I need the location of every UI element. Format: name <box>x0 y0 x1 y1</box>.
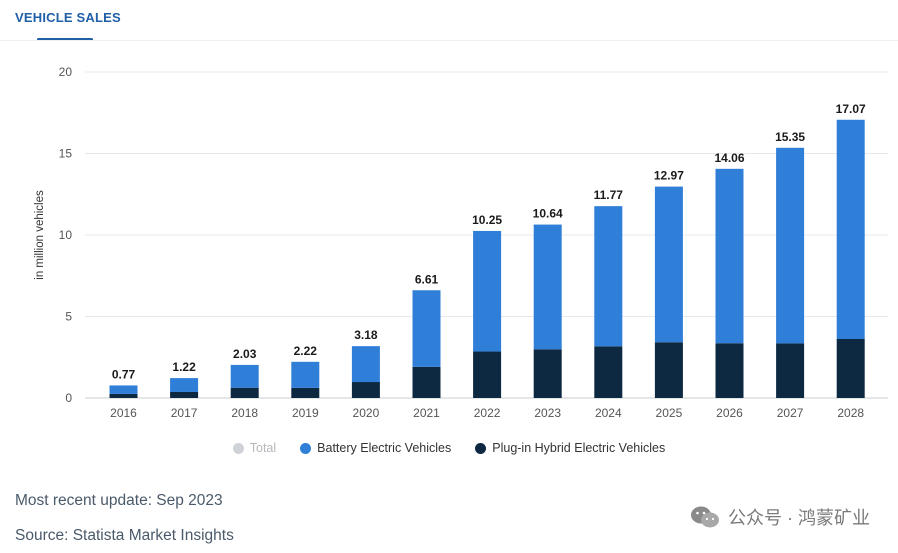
x-tick-label: 2018 <box>231 406 258 420</box>
wechat-icon <box>691 506 719 528</box>
bar-phev <box>230 387 259 398</box>
bar-bev <box>412 290 441 367</box>
bar-phev <box>654 342 683 398</box>
legend-item-bev[interactable]: Battery Electric Vehicles <box>300 439 451 457</box>
active-tab-indicator <box>37 38 93 41</box>
data-label: 17.07 <box>836 102 866 116</box>
bar-bev <box>776 147 805 344</box>
bar-bev <box>654 186 683 343</box>
x-tick-label: 2024 <box>595 406 622 420</box>
legend-label-total: Total <box>249 441 277 455</box>
x-tick-label: 2020 <box>353 406 380 420</box>
vehicle-sales-tab[interactable]: VEHICLE SALES <box>15 10 121 25</box>
bar-phev <box>109 393 138 398</box>
y-tick-label: 20 <box>59 65 73 79</box>
legend-marker-total <box>232 442 244 454</box>
data-label: 15.35 <box>775 130 805 144</box>
x-tick-label: 2022 <box>474 406 501 420</box>
bar-bev <box>109 385 138 394</box>
legend-label-phev: Plug-in Hybrid Electric Vehicles <box>492 441 666 455</box>
bar-phev <box>776 343 805 398</box>
bar-bev <box>170 378 199 392</box>
y-tick-label: 15 <box>59 147 73 161</box>
y-tick-label: 0 <box>65 391 72 405</box>
bar-phev <box>351 382 380 398</box>
data-label: 6.61 <box>415 272 439 286</box>
bar-phev <box>473 351 502 398</box>
x-tick-label: 2026 <box>716 406 743 420</box>
y-axis-title: in million vehicles <box>34 190 46 280</box>
bar-phev <box>836 338 865 398</box>
data-label: 14.06 <box>714 151 744 165</box>
update-note: Most recent update: Sep 2023 <box>15 492 223 509</box>
bar-phev <box>291 387 320 398</box>
legend-marker-phev <box>475 442 487 454</box>
legend-marker-bev <box>300 442 312 454</box>
data-label: 10.64 <box>533 207 563 221</box>
x-tick-label: 2019 <box>292 406 319 420</box>
legend-label-bev: Battery Electric Vehicles <box>317 441 452 455</box>
source-note: Source: Statista Market Insights <box>15 527 234 544</box>
tab-divider <box>0 40 898 41</box>
x-tick-label: 2021 <box>413 406 440 420</box>
bar-phev <box>412 366 441 398</box>
data-label: 10.25 <box>472 213 502 227</box>
data-label: 11.77 <box>594 188 624 202</box>
bar-bev <box>230 364 259 388</box>
legend-item-phev[interactable]: Plug-in Hybrid Electric Vehicles <box>475 439 665 457</box>
watermark: 公众号 · 鸿蒙矿业 <box>690 504 870 530</box>
data-label: 2.22 <box>294 344 318 358</box>
x-tick-label: 2016 <box>110 406 137 420</box>
bar-bev <box>351 346 380 383</box>
data-label: 12.97 <box>654 169 684 183</box>
vehicle-sales-chart: 0 5 10 15 20 in million vehicles 0.77 2016 1.22 2… <box>34 65 888 420</box>
data-label: 3.18 <box>354 328 378 342</box>
bar-phev <box>594 346 623 398</box>
bar-bev <box>836 119 865 339</box>
bar-phev <box>170 391 199 398</box>
y-tick-label: 10 <box>59 228 73 242</box>
bar-bev <box>715 168 744 344</box>
x-tick-label: 2027 <box>777 406 804 420</box>
data-label: 0.77 <box>112 367 136 381</box>
bar-bev <box>291 361 320 388</box>
data-label: 1.22 <box>172 360 196 374</box>
chart-legend: Total Battery Electric Vehicles Plug-in … <box>0 439 898 457</box>
bar-bev <box>594 206 623 347</box>
x-tick-label: 2023 <box>534 406 561 420</box>
watermark-text: 公众号 · 鸿蒙矿业 <box>728 508 870 528</box>
bar-bev <box>473 230 502 352</box>
bar-phev <box>533 349 562 398</box>
y-tick-label: 5 <box>65 310 72 324</box>
x-tick-label: 2017 <box>171 406 198 420</box>
bar-bev <box>533 224 562 350</box>
data-label: 2.03 <box>233 347 257 361</box>
legend-item-total[interactable]: Total <box>232 439 277 457</box>
bar-phev <box>715 343 744 398</box>
x-tick-label: 2028 <box>837 406 864 420</box>
x-tick-label: 2025 <box>656 406 683 420</box>
